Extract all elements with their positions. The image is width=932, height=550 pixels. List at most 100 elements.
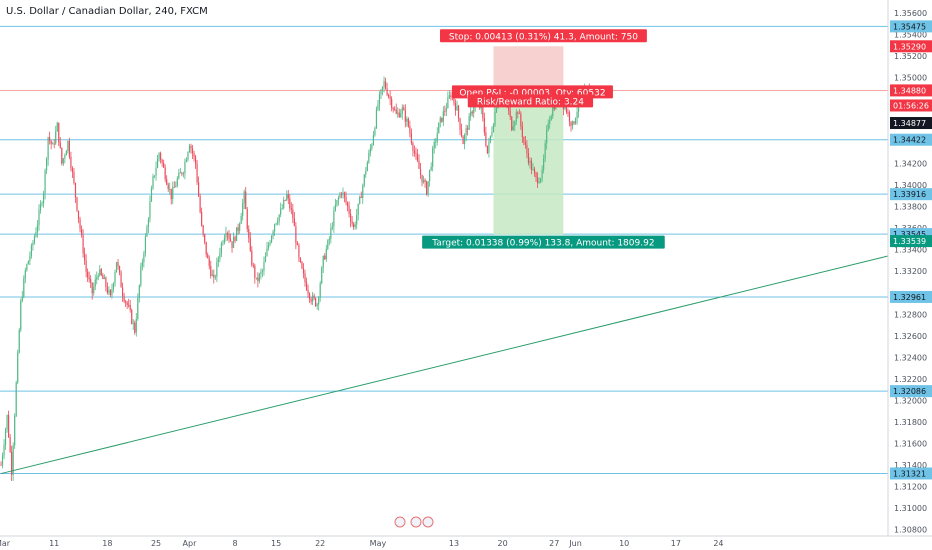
candle-body: [251, 250, 253, 265]
candle-body: [377, 104, 379, 110]
rr-label-box: [467, 94, 594, 108]
candle-body: [217, 258, 219, 262]
candle-body: [468, 115, 470, 130]
candle-body: [301, 261, 303, 269]
candle-body: [161, 160, 163, 163]
x-tick-label: 27: [549, 539, 559, 548]
y-tick-label: 1.32200: [894, 375, 927, 384]
candle-body: [296, 242, 298, 246]
x-tick-label: Jun: [568, 539, 582, 548]
y-tick-label: 1.31400: [894, 461, 927, 470]
candle-body: [117, 262, 119, 267]
level-tag: 1.31321: [893, 469, 926, 478]
candle-body: [143, 253, 145, 263]
candle-body: [547, 123, 549, 130]
candle-body: [198, 182, 200, 197]
axis-tag-box: [890, 84, 932, 97]
candle-body: [84, 253, 86, 261]
candle-body: [380, 89, 382, 95]
candle-body: [549, 120, 551, 124]
candle-body: [228, 234, 230, 239]
x-tick-label: 25: [151, 539, 161, 548]
candle-body: [122, 287, 124, 297]
candle-body: [388, 94, 390, 97]
candle-body: [328, 238, 330, 241]
candle-body: [68, 140, 70, 157]
candle-body: [491, 131, 493, 136]
candle-body: [348, 206, 350, 215]
candle-body: [422, 179, 425, 183]
y-tick-label: 1.34000: [894, 181, 927, 190]
rr-label: Risk/Reward Ratio: 3.24: [477, 97, 584, 107]
candle-body: [571, 121, 574, 126]
candle-body: [307, 289, 309, 294]
candle-body: [220, 243, 222, 253]
candle-body: [141, 262, 143, 267]
candle-body: [277, 221, 279, 224]
candle-body: [400, 113, 402, 118]
trend-line: [0, 255, 889, 475]
candle-body: [386, 88, 388, 95]
candle-body: [6, 415, 8, 430]
candle-body: [231, 241, 233, 248]
candle-body: [310, 298, 312, 302]
candle-body: [85, 260, 87, 272]
candle-body: [553, 107, 555, 110]
candle-body: [229, 238, 232, 242]
candle-body: [353, 223, 355, 227]
candle-body: [223, 237, 226, 243]
candle-body: [384, 81, 387, 89]
candle-body: [445, 108, 447, 112]
target-label-box: [422, 235, 665, 249]
candle-body: [140, 266, 142, 286]
target-label: Target: 0.01338 (0.99%) 133.8, Amount: 1…: [431, 239, 654, 249]
candle-body: [308, 293, 311, 299]
candle-body: [378, 94, 381, 105]
candle-body: [430, 166, 432, 170]
candle-body: [321, 267, 323, 284]
candle-body: [289, 198, 291, 209]
level-tag: 1.32086: [893, 387, 926, 396]
candle-body: [438, 122, 440, 134]
candle-body: [74, 183, 77, 198]
axis-tag-box: [890, 235, 932, 248]
candle-body: [318, 297, 320, 305]
candle-body: [248, 229, 250, 238]
candle-body: [38, 210, 40, 226]
candle-body: [394, 109, 396, 111]
candle-body: [526, 144, 528, 154]
candle-body: [254, 265, 256, 278]
candle-body: [462, 136, 464, 145]
candle-body: [363, 174, 365, 186]
candle-body: [360, 196, 362, 198]
candle-body: [454, 103, 457, 111]
candle-body: [523, 136, 525, 143]
candle-body: [8, 415, 10, 438]
candle-body: [150, 188, 153, 202]
candle-body: [544, 143, 546, 159]
candle-body: [56, 122, 58, 132]
axis-tag: 1.33539: [893, 237, 926, 246]
candle-body: [112, 283, 115, 290]
candle-body: [30, 245, 32, 256]
candle-body: [111, 289, 113, 295]
x-tick-label: 17: [671, 539, 681, 548]
candle-body: [278, 214, 280, 222]
candle-body: [313, 295, 315, 299]
candle-body: [49, 137, 51, 141]
candle-body: [416, 154, 419, 161]
x-tick-label: Mar: [0, 539, 11, 548]
candle-body: [444, 111, 446, 113]
candle-body: [413, 150, 416, 154]
candle-body: [190, 145, 192, 149]
y-tick-label: 1.35200: [894, 52, 927, 61]
candle-body: [442, 111, 444, 122]
candle-body: [398, 112, 400, 118]
candle-body: [529, 160, 531, 163]
candle-body: [412, 142, 414, 151]
candle-body: [80, 228, 83, 236]
chart-title: U.S. Dollar / Canadian Dollar, 240, FXCM: [6, 6, 208, 17]
candle-body: [114, 272, 116, 284]
candle-body: [115, 262, 118, 273]
